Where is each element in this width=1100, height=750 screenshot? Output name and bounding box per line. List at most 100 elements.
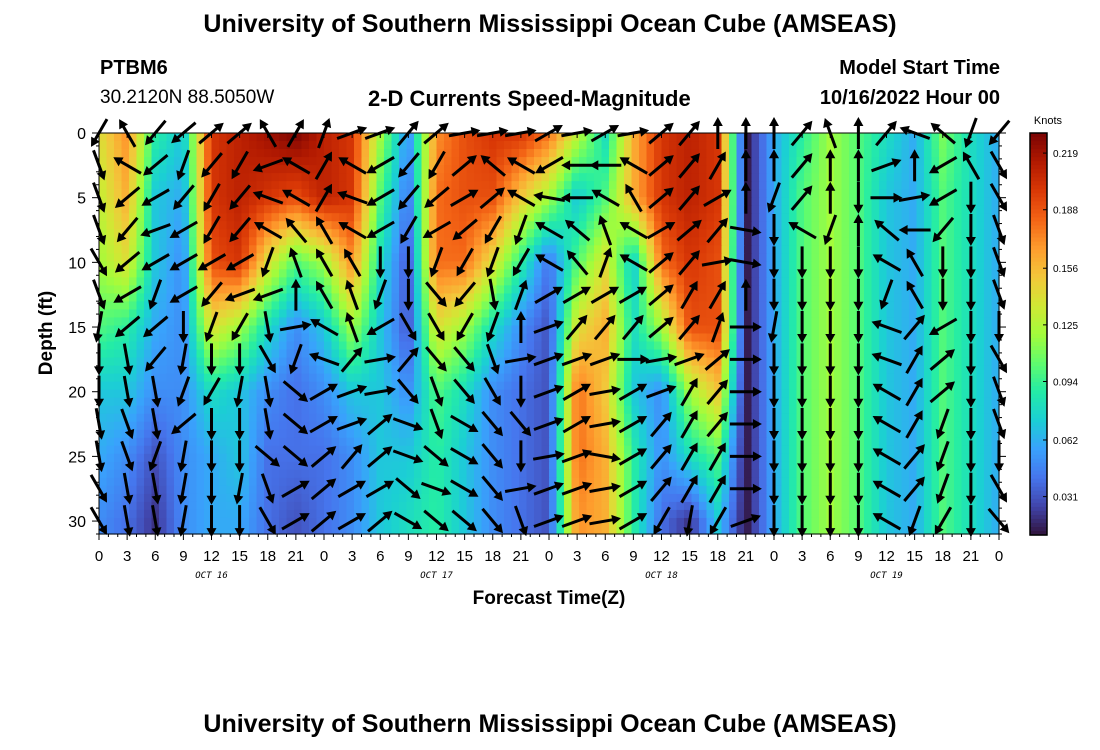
heatmap-cell [249,413,258,423]
heatmap-cell [354,277,363,286]
heatmap-cell [699,205,708,214]
heatmap-cell [871,285,880,294]
heatmap-cell [774,173,783,182]
model-start-value: 10/16/2022 Hour 00 [819,87,1000,109]
heatmap-cell [444,365,453,375]
heatmap-cell [489,173,498,182]
heatmap-cell [571,277,580,286]
heatmap-cell [774,325,783,335]
heatmap-cell [151,405,160,415]
heatmap-cell [196,141,205,150]
heatmap-cell [961,397,970,407]
heatmap-cell [114,309,123,319]
heatmap-cell [459,453,468,463]
heatmap-cell [256,429,265,439]
heatmap-cell [541,397,550,407]
heatmap-cell [534,181,543,190]
heatmap-cell [361,437,370,447]
heatmap-cell [211,245,220,254]
heatmap-cell [751,381,760,391]
heatmap-cell [706,165,715,174]
heatmap-cell [939,237,948,246]
heatmap-cell [931,261,940,270]
heatmap-cell [984,133,993,142]
heatmap-cell [819,397,828,407]
heatmap-cell [234,285,243,294]
heatmap-cell [864,237,873,246]
heatmap-cell [129,269,138,278]
heatmap-cell [256,453,265,463]
heatmap-cell [864,269,873,278]
heatmap-cell [526,373,535,383]
heatmap-cell [871,133,880,142]
heatmap-cell [871,221,880,230]
heatmap-cell [481,181,490,190]
heatmap-cell [534,349,543,359]
heatmap-cell [586,293,595,303]
heatmap-cell [189,341,198,351]
heatmap-cell [99,365,108,375]
heatmap-cell [189,261,198,270]
heatmap-cell [316,357,325,367]
heatmap-cell [804,165,813,174]
heatmap-cell [129,453,138,463]
heatmap-cell [849,237,858,246]
heatmap-cell [586,237,595,246]
heatmap-cell [474,149,483,158]
heatmap-cell [781,405,790,415]
heatmap-cell [421,317,430,327]
heatmap-cell [871,157,880,166]
heatmap-cell [369,365,378,375]
heatmap-cell [984,237,993,246]
heatmap-cell [166,245,175,254]
heatmap-cell [991,453,1000,463]
heatmap-cell [736,325,745,335]
heatmap-cell [466,205,475,214]
heatmap-cell [654,157,663,166]
heatmap-cell [714,213,723,222]
heatmap-cell [789,285,798,294]
heatmap-cell [631,389,640,399]
heatmap-cell [309,437,318,447]
heatmap-cell [616,181,625,190]
heatmap-cell [714,173,723,182]
heatmap-cell [939,309,948,319]
heatmap-cell [849,341,858,351]
heatmap-cell [751,373,760,383]
heatmap-cell [241,237,250,246]
heatmap-cell [174,317,183,327]
heatmap-cell [301,213,310,222]
heatmap-cell [174,285,183,294]
heatmap-cell [189,445,198,455]
heatmap-cell [879,349,888,359]
heatmap-cell [579,309,588,319]
heatmap-cell [654,221,663,230]
heatmap-cell [549,253,558,262]
heatmap-cell [466,317,475,327]
heatmap-cell [399,365,408,375]
heatmap-cell [886,245,895,254]
heatmap-cell [526,229,535,238]
heatmap-cell [151,317,160,327]
heatmap-cell [564,181,573,190]
heatmap-cell [954,213,963,222]
heatmap-cell [556,413,565,423]
heatmap-cell [616,405,625,415]
heatmap-cell [286,333,295,343]
heatmap-cell [924,221,933,230]
heatmap-cell [181,285,190,294]
heatmap-cell [789,301,798,311]
heatmap-cell [436,413,445,423]
heatmap-cell [354,325,363,335]
heatmap-cell [556,301,565,311]
heatmap-cell [811,245,820,254]
heatmap-cell [114,189,123,198]
heatmap-cell [451,253,460,262]
heatmap-cell [946,213,955,222]
heatmap-cell [436,181,445,190]
heatmap-cell [346,237,355,246]
heatmap-cell [601,213,610,222]
heatmap-cell [601,461,610,471]
heatmap-cell [571,197,580,206]
heatmap-cell [481,445,490,455]
